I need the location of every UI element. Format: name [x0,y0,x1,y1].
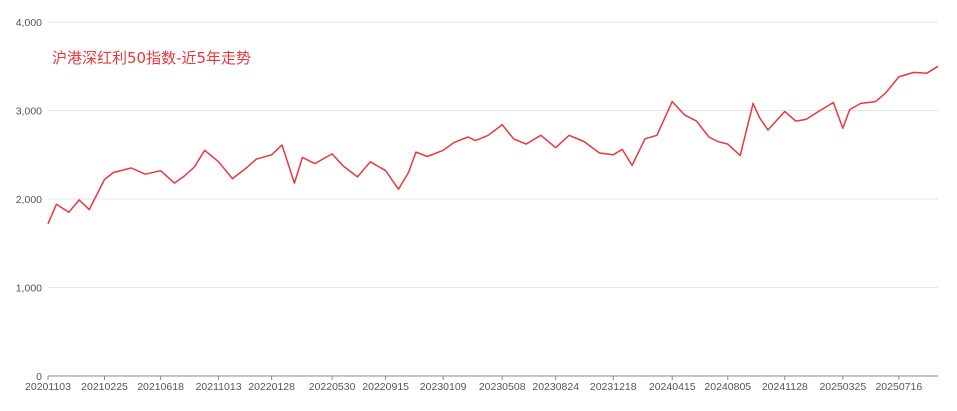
x-tick-label: 20211013 [196,381,242,393]
x-tick-label: 20220915 [362,381,409,393]
y-tick-label: 1,000 [16,283,42,295]
y-tick-label: 0 [36,371,42,383]
x-tick-label: 20230109 [420,381,467,393]
x-tick-label: 20210618 [137,381,184,393]
y-axis-ticks: 0 1,000 2,000 3,000 4,000 [16,17,42,383]
x-tick-label: 20230508 [479,381,526,393]
y-tick-label: 4,000 [16,17,42,29]
x-tick-label: 20201103 [25,381,71,393]
x-tick-label: 20240415 [649,381,696,393]
x-tick-label: 20220530 [309,381,356,393]
x-tick-label: 20241128 [762,381,808,393]
series-line [47,65,939,225]
x-tick-label: 20250716 [875,381,922,393]
x-axis-ticks: 20201103 20210225 20210618 20211013 20220128… [25,376,922,393]
chart-title: 沪港深红利50指数-近5年走势 [52,49,251,67]
gridlines [48,21,938,288]
x-tick-label: 20220128 [248,381,295,393]
x-tick-label: 20250325 [819,381,866,393]
x-tick-label: 20231218 [590,381,637,393]
x-tick-label: 20240805 [704,381,751,393]
x-tick-label: 20230824 [532,381,579,393]
y-tick-label: 3,000 [16,106,42,118]
x-tick-label: 20210225 [81,381,128,393]
y-tick-label: 2,000 [16,194,42,206]
